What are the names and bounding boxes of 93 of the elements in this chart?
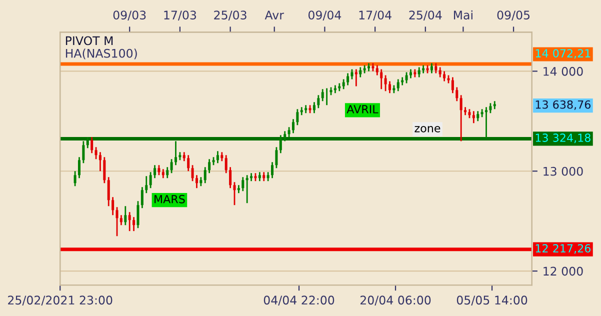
candlestick — [359, 66, 362, 78]
candlestick — [346, 72, 350, 86]
candlestick — [284, 130, 286, 142]
candlestick — [451, 76, 454, 94]
candlestick — [216, 150, 219, 164]
candlestick — [489, 102, 492, 114]
candlestick — [342, 78, 345, 90]
candlestick — [86, 136, 89, 149]
candlestick — [145, 175, 148, 194]
annotation: zone — [414, 126, 440, 132]
candlestick — [384, 74, 387, 92]
x-tick-label: 25/02/2021 23:00 — [8, 296, 112, 306]
candlestick — [98, 151, 102, 172]
candlestick — [430, 62, 433, 74]
candlestick — [166, 166, 169, 179]
candlestick — [128, 211, 131, 232]
y-tick-label: 12 000 — [544, 266, 583, 276]
candlestick — [191, 164, 194, 182]
candlestick — [170, 158, 173, 174]
y-tick-label: 13 000 — [544, 166, 583, 176]
candlestick — [296, 108, 299, 126]
candlestick — [208, 158, 211, 174]
annotation: MARS — [154, 194, 185, 204]
ref-line-label: 13 324,18 — [536, 134, 590, 144]
candlestick — [443, 70, 446, 82]
candlestick — [434, 62, 438, 74]
candlestick — [321, 88, 324, 102]
x2-tick-label: Avr — [264, 10, 284, 20]
candlestick — [107, 176, 110, 207]
candlestick — [132, 216, 136, 232]
candlestick — [82, 140, 85, 164]
candlestick — [90, 136, 94, 154]
candlestick — [74, 170, 76, 187]
candlestick — [94, 146, 98, 160]
candlestick — [116, 206, 118, 237]
x2-tick-label: 25/04 — [409, 10, 442, 20]
x2-tick-label: 17/03 — [164, 10, 196, 20]
candlestick — [456, 86, 458, 102]
candlestick — [279, 134, 282, 154]
candlestick — [242, 176, 244, 192]
candlestick — [312, 101, 316, 114]
candlestick — [174, 140, 178, 166]
candlestick — [484, 106, 488, 139]
x2-tick-label: 09/05 — [497, 10, 530, 20]
x2-tick-label: 09/03 — [113, 10, 146, 20]
candlestick — [380, 68, 383, 90]
candlestick — [292, 118, 294, 134]
chart-title: PIVOT M — [66, 36, 113, 46]
candlestick — [388, 80, 392, 94]
text: 13 638,76 — [536, 100, 591, 110]
candlestick — [418, 66, 420, 78]
x2-tick-label: 09/04 — [308, 10, 342, 20]
y-tick-label: 14 000 — [544, 66, 583, 76]
candlestick — [288, 126, 290, 138]
candlestick — [229, 166, 232, 189]
candlestick — [405, 72, 408, 84]
x-tick-label: 05/05 14:00 — [456, 296, 528, 306]
candlestick — [275, 146, 278, 169]
candlestick — [271, 161, 274, 179]
candlestick — [233, 181, 236, 206]
candlestick — [149, 171, 152, 189]
candlestick — [350, 68, 354, 80]
x-tick-label: 04/04 22:00 — [264, 296, 334, 306]
text: HA(NAS100) — [66, 48, 137, 60]
x2-tick-label: 17/04 — [359, 10, 392, 20]
candlestick — [460, 94, 462, 142]
candlestick — [396, 78, 400, 92]
candlestick — [195, 174, 198, 189]
candlestick — [120, 214, 122, 226]
candlestick — [136, 200, 140, 229]
candlestick — [124, 205, 127, 226]
candlestick — [438, 66, 442, 78]
candlestick — [204, 166, 206, 184]
ref-line-label: 14 072,21 — [536, 49, 590, 59]
candlestick — [78, 156, 81, 179]
candlestick — [246, 174, 248, 204]
candlestick — [103, 156, 106, 184]
ref-line-label: 12 217,26 — [536, 244, 591, 254]
x2-tick-label: 25/03 — [214, 10, 246, 20]
candlestick — [187, 154, 190, 172]
x-tick-label: 20/04 06:00 — [360, 296, 431, 306]
candlestick — [140, 186, 144, 209]
candlestick — [354, 68, 358, 87]
candlestick — [472, 110, 475, 124]
candlestick — [158, 164, 160, 176]
candlestick — [476, 110, 480, 122]
candlestick — [154, 164, 156, 179]
candlestick — [112, 196, 114, 216]
annotation: AVRIL — [346, 105, 378, 114]
candlestick — [317, 94, 320, 109]
candlestick — [224, 154, 228, 174]
x2-tick-label: Mai — [454, 10, 472, 20]
candlestick — [376, 64, 378, 76]
